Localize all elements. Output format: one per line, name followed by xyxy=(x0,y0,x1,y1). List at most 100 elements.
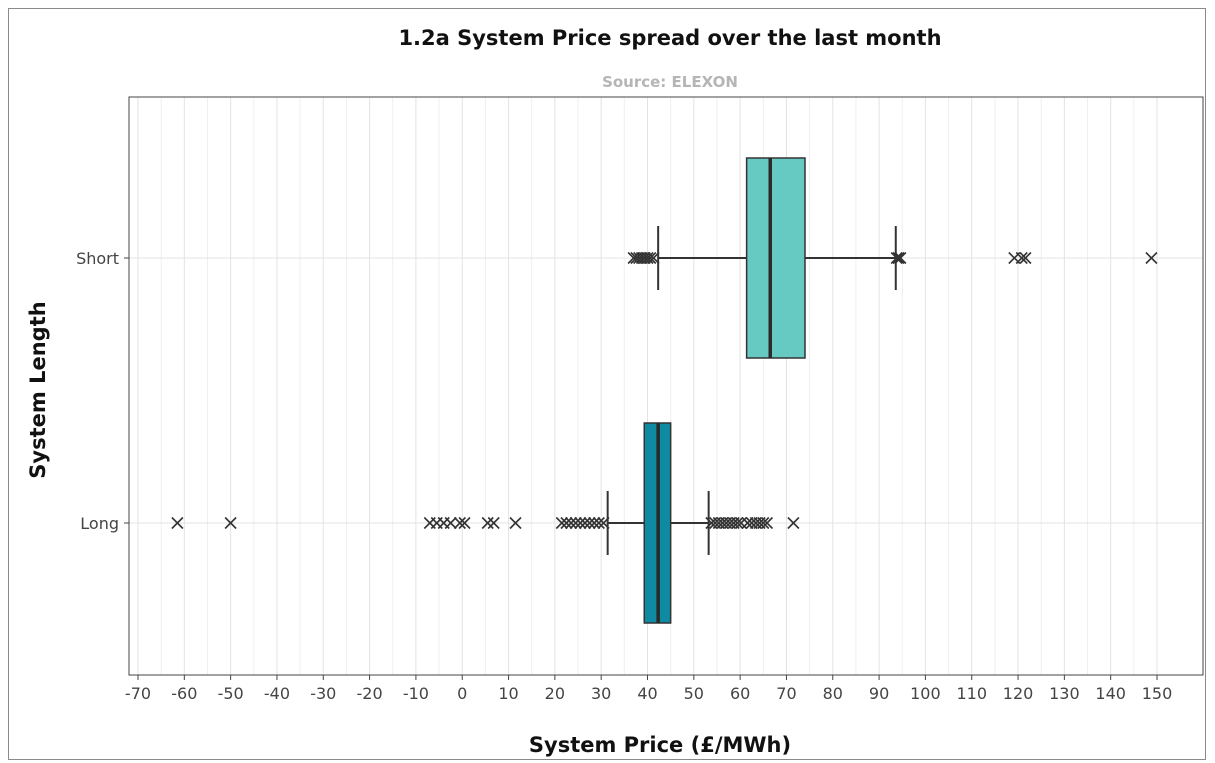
x-tick-label: -70 xyxy=(125,684,151,703)
x-tick-label: 120 xyxy=(1003,684,1034,703)
x-tick-label: -50 xyxy=(218,684,244,703)
outlier-point xyxy=(458,516,471,530)
y-tick-label-short: Short xyxy=(76,249,119,268)
outlier-point xyxy=(578,516,592,530)
outlier-point xyxy=(890,251,903,265)
outlier-point xyxy=(592,516,605,530)
outlier-stroke xyxy=(574,516,587,530)
outlier-stroke xyxy=(588,516,601,530)
outlier-stroke xyxy=(644,251,657,265)
outlier-point xyxy=(509,516,522,530)
outlier-point xyxy=(171,516,184,530)
chart-frame xyxy=(8,8,1206,760)
outlier-point xyxy=(894,251,907,265)
outlier-point xyxy=(644,251,657,265)
outlier-stroke xyxy=(560,516,573,530)
outlier-point xyxy=(453,516,466,530)
outlier-point xyxy=(588,516,601,530)
outlier-point xyxy=(597,516,610,530)
box-short xyxy=(627,157,1158,359)
x-tick-label: 40 xyxy=(637,684,657,703)
x-tick-label: 140 xyxy=(1095,684,1126,703)
outlier-stroke xyxy=(458,516,471,530)
x-tick-label: 110 xyxy=(956,684,987,703)
outlier-point xyxy=(731,516,744,530)
plot-panel-border xyxy=(128,96,1204,676)
outlier-point xyxy=(1019,251,1032,265)
x-tick-label: 100 xyxy=(910,684,941,703)
outlier-stroke xyxy=(481,516,494,530)
grid-lines xyxy=(129,97,1203,675)
box-layer xyxy=(171,157,1158,624)
x-tick-label: 130 xyxy=(1049,684,1080,703)
axis-layer: -70 -60 -50 -40 -30 -20 -10 0 10 20 30 40 50 60 70 80 90… xyxy=(76,249,1172,703)
x-tick-label: 30 xyxy=(591,684,611,703)
outlier-point xyxy=(638,251,651,265)
x-tick-label: 0 xyxy=(457,684,467,703)
outlier-point xyxy=(569,516,582,530)
outlier-stroke xyxy=(760,516,774,530)
x-tick-label: 80 xyxy=(823,684,843,703)
chart-subtitle: Source: ELEXON xyxy=(602,73,738,91)
chart-title: 1.2a System Price spread over the last m… xyxy=(398,26,942,50)
outlier-stroke xyxy=(787,516,800,530)
outlier-point xyxy=(565,516,578,530)
outlier-stroke xyxy=(487,516,500,530)
outlier-stroke xyxy=(757,516,770,530)
outlier-stroke xyxy=(1019,251,1032,265)
x-tick-label: -60 xyxy=(171,684,197,703)
outlier-point xyxy=(224,516,237,530)
outlier-stroke xyxy=(583,516,596,530)
box-long xyxy=(171,422,800,624)
outlier-point xyxy=(757,516,770,530)
outlier-point xyxy=(583,516,596,530)
x-tick-label: 20 xyxy=(545,684,565,703)
y-axis-title: System Length xyxy=(26,301,50,478)
outlier-point xyxy=(487,516,500,530)
x-tick-label: 10 xyxy=(498,684,518,703)
outlier-stroke xyxy=(565,516,578,530)
outlier-stroke xyxy=(892,251,905,265)
x-tick-label: 50 xyxy=(684,684,704,703)
y-tick-label-long: Long xyxy=(80,514,119,533)
outlier-point xyxy=(444,516,457,530)
outlier-stroke xyxy=(578,516,592,530)
outlier-stroke xyxy=(592,516,605,530)
outlier-point xyxy=(760,516,774,530)
x-tick-label: -30 xyxy=(310,684,336,703)
outlier-stroke xyxy=(647,251,660,265)
x-tick-label: -40 xyxy=(264,684,290,703)
outlier-point xyxy=(1015,251,1028,265)
outlier-stroke xyxy=(890,251,903,265)
outlier-point xyxy=(787,516,800,530)
outlier-point xyxy=(481,516,494,530)
outlier-stroke xyxy=(453,516,466,530)
box-iqr xyxy=(745,157,806,359)
outlier-stroke xyxy=(1145,251,1158,265)
x-tick-label: 90 xyxy=(869,684,889,703)
outlier-stroke xyxy=(444,516,457,530)
outlier-point xyxy=(641,251,654,265)
x-tick-label: -20 xyxy=(357,684,383,703)
outlier-stroke xyxy=(638,251,651,265)
outlier-point xyxy=(560,516,573,530)
outlier-stroke xyxy=(894,251,907,265)
x-tick-label: -10 xyxy=(403,684,429,703)
outlier-stroke xyxy=(224,516,237,530)
x-tick-label: 60 xyxy=(730,684,750,703)
outlier-point xyxy=(555,516,568,530)
outlier-stroke xyxy=(731,516,744,530)
outlier-point xyxy=(892,251,905,265)
outlier-stroke xyxy=(555,516,568,530)
outlier-stroke xyxy=(569,516,582,530)
outlier-stroke xyxy=(509,516,522,530)
outlier-stroke xyxy=(1015,251,1028,265)
outlier-point xyxy=(574,516,587,530)
x-tick-label: 150 xyxy=(1142,684,1173,703)
outlier-stroke xyxy=(641,251,654,265)
outlier-stroke xyxy=(171,516,184,530)
x-axis-title: System Price (£/MWh) xyxy=(529,733,791,757)
x-tick-label: 70 xyxy=(776,684,796,703)
outlier-point xyxy=(647,251,660,265)
